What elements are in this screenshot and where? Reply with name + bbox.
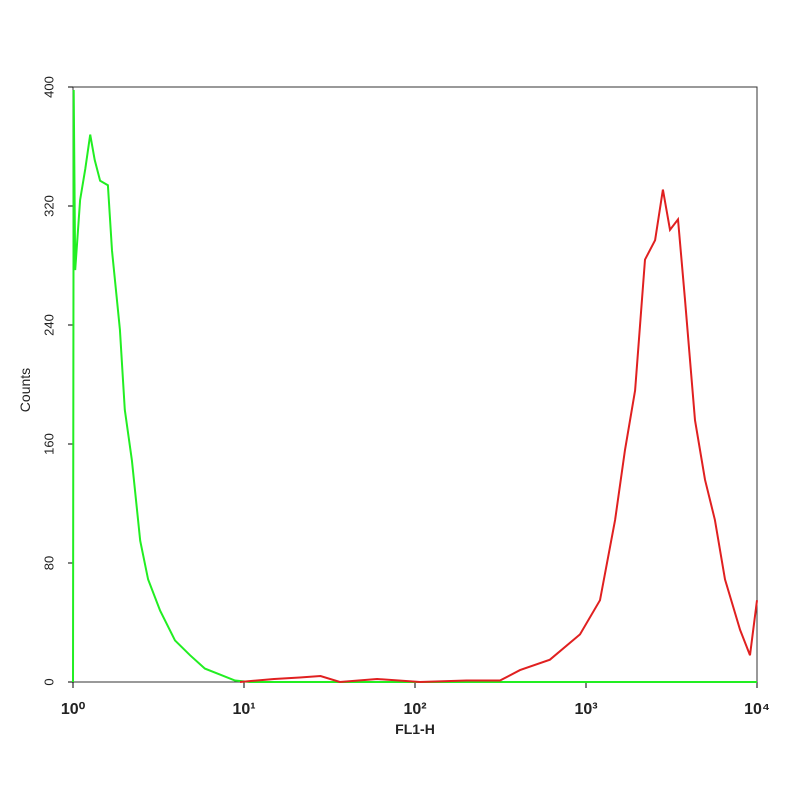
y-tick-label: 240: [41, 314, 56, 336]
x-tick-label: 10²: [403, 701, 426, 718]
x-tick-label: 10³: [574, 701, 597, 718]
x-tick-label: 10⁰: [61, 701, 86, 718]
y-tick-label: 160: [41, 433, 56, 455]
y-tick-label: 400: [41, 76, 56, 98]
series-line: [239, 189, 758, 684]
x-tick-label: 10⁴: [744, 701, 770, 718]
y-tick-label: 0: [41, 678, 56, 685]
x-axis-label: FL1-H: [395, 721, 435, 737]
plot-frame: [72, 86, 758, 683]
x-tick-label: 10¹: [232, 701, 255, 718]
y-tick-label: 80: [41, 556, 56, 570]
series-line: [72, 89, 757, 683]
y-axis-label: Counts: [17, 368, 33, 412]
y-tick-label: 320: [41, 195, 56, 217]
